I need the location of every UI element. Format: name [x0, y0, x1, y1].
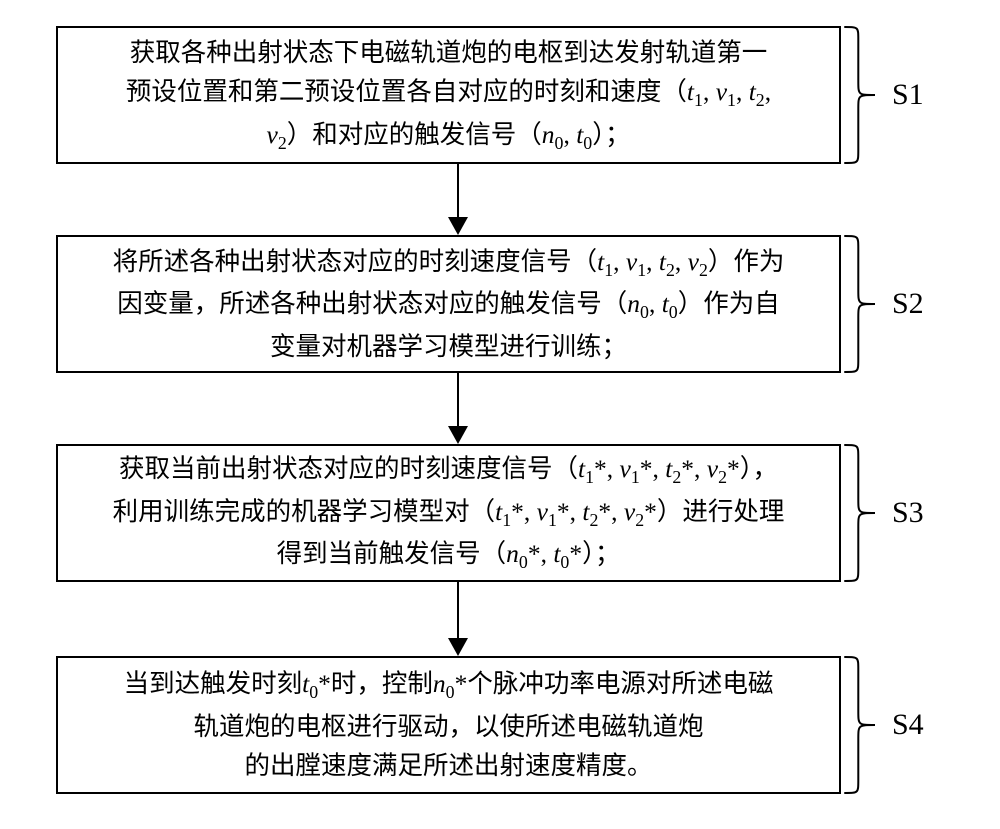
- step-label-s2: S2: [892, 287, 924, 321]
- brace-s3: [843, 444, 877, 582]
- step-box-s3: 获取当前出射状态对应的时刻速度信号（t1*, v1*, t2*, v2*），利用…: [56, 444, 841, 582]
- step-text-s1: 获取各种出射状态下电磁轨道炮的电枢到达发射轨道第一预设位置和第二预设位置各自对应…: [126, 33, 771, 158]
- arrow-s2-s3: [448, 373, 468, 444]
- arrow-head-icon: [448, 426, 468, 444]
- flowchart-canvas: 获取各种出射状态下电磁轨道炮的电枢到达发射轨道第一预设位置和第二预设位置各自对应…: [0, 0, 1000, 829]
- arrow-shaft: [457, 582, 459, 640]
- step-text-s3: 获取当前出射状态对应的时刻速度信号（t1*, v1*, t2*, v2*），利用…: [113, 449, 785, 577]
- arrow-s3-s4: [448, 582, 468, 656]
- arrow-head-icon: [448, 217, 468, 235]
- brace-s2: [843, 235, 877, 373]
- step-label-s3: S3: [892, 496, 924, 530]
- step-label-s1: S1: [892, 78, 924, 112]
- brace-s1: [843, 26, 877, 164]
- step-box-s1: 获取各种出射状态下电磁轨道炮的电枢到达发射轨道第一预设位置和第二预设位置各自对应…: [56, 26, 841, 164]
- step-label-s4: S4: [892, 708, 924, 742]
- step-text-s4: 当到达触发时刻t0*时，控制n0*个脉冲功率电源对所述电磁轨道炮的电枢进行驱动，…: [124, 664, 774, 786]
- step-box-s4: 当到达触发时刻t0*时，控制n0*个脉冲功率电源对所述电磁轨道炮的电枢进行驱动，…: [56, 656, 841, 794]
- brace-s4: [843, 656, 877, 794]
- arrow-shaft: [457, 164, 459, 219]
- step-text-s2: 将所述各种出射状态对应的时刻速度信号（t1, v1, t2, v2）作为因变量，…: [113, 242, 785, 367]
- arrow-shaft: [457, 373, 459, 428]
- step-box-s2: 将所述各种出射状态对应的时刻速度信号（t1, v1, t2, v2）作为因变量，…: [56, 235, 841, 373]
- arrow-head-icon: [448, 638, 468, 656]
- arrow-s1-s2: [448, 164, 468, 235]
